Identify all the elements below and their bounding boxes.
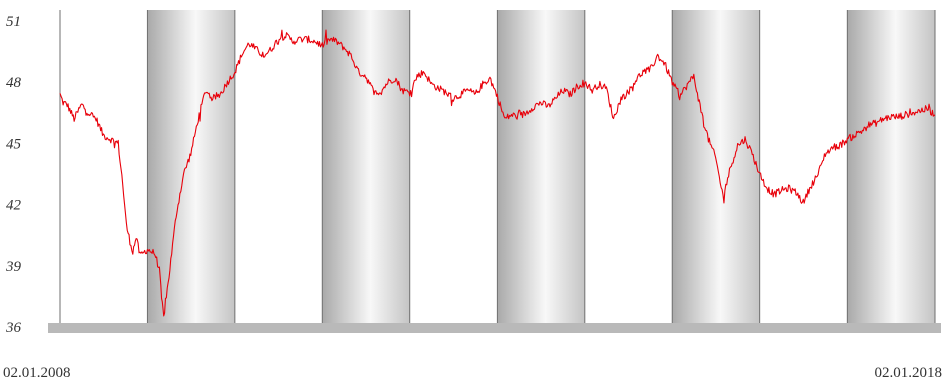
year-dividers	[59, 10, 936, 323]
x-axis-bar	[48, 323, 941, 333]
y-axis-ticks: 51 48 45 42 39 36	[5, 14, 22, 336]
y-tick-label-45: 45	[6, 136, 22, 152]
y-tick-label-42: 42	[6, 198, 22, 214]
band-2015	[672, 10, 760, 323]
band-2011	[322, 10, 410, 323]
x-start-label: 02.01.2008	[3, 365, 71, 381]
y-tick-label-36: 36	[5, 320, 22, 336]
x-end-label: 02.01.2018	[875, 365, 943, 381]
series-line	[59, 29, 936, 317]
band-2017	[847, 10, 935, 323]
band-2013	[497, 10, 585, 323]
y-tick-label-51: 51	[6, 14, 21, 30]
shaded-year-bands	[147, 10, 935, 323]
y-tick-label-39: 39	[5, 259, 22, 275]
y-tick-label-48: 48	[6, 75, 22, 91]
band-2009	[147, 10, 235, 323]
